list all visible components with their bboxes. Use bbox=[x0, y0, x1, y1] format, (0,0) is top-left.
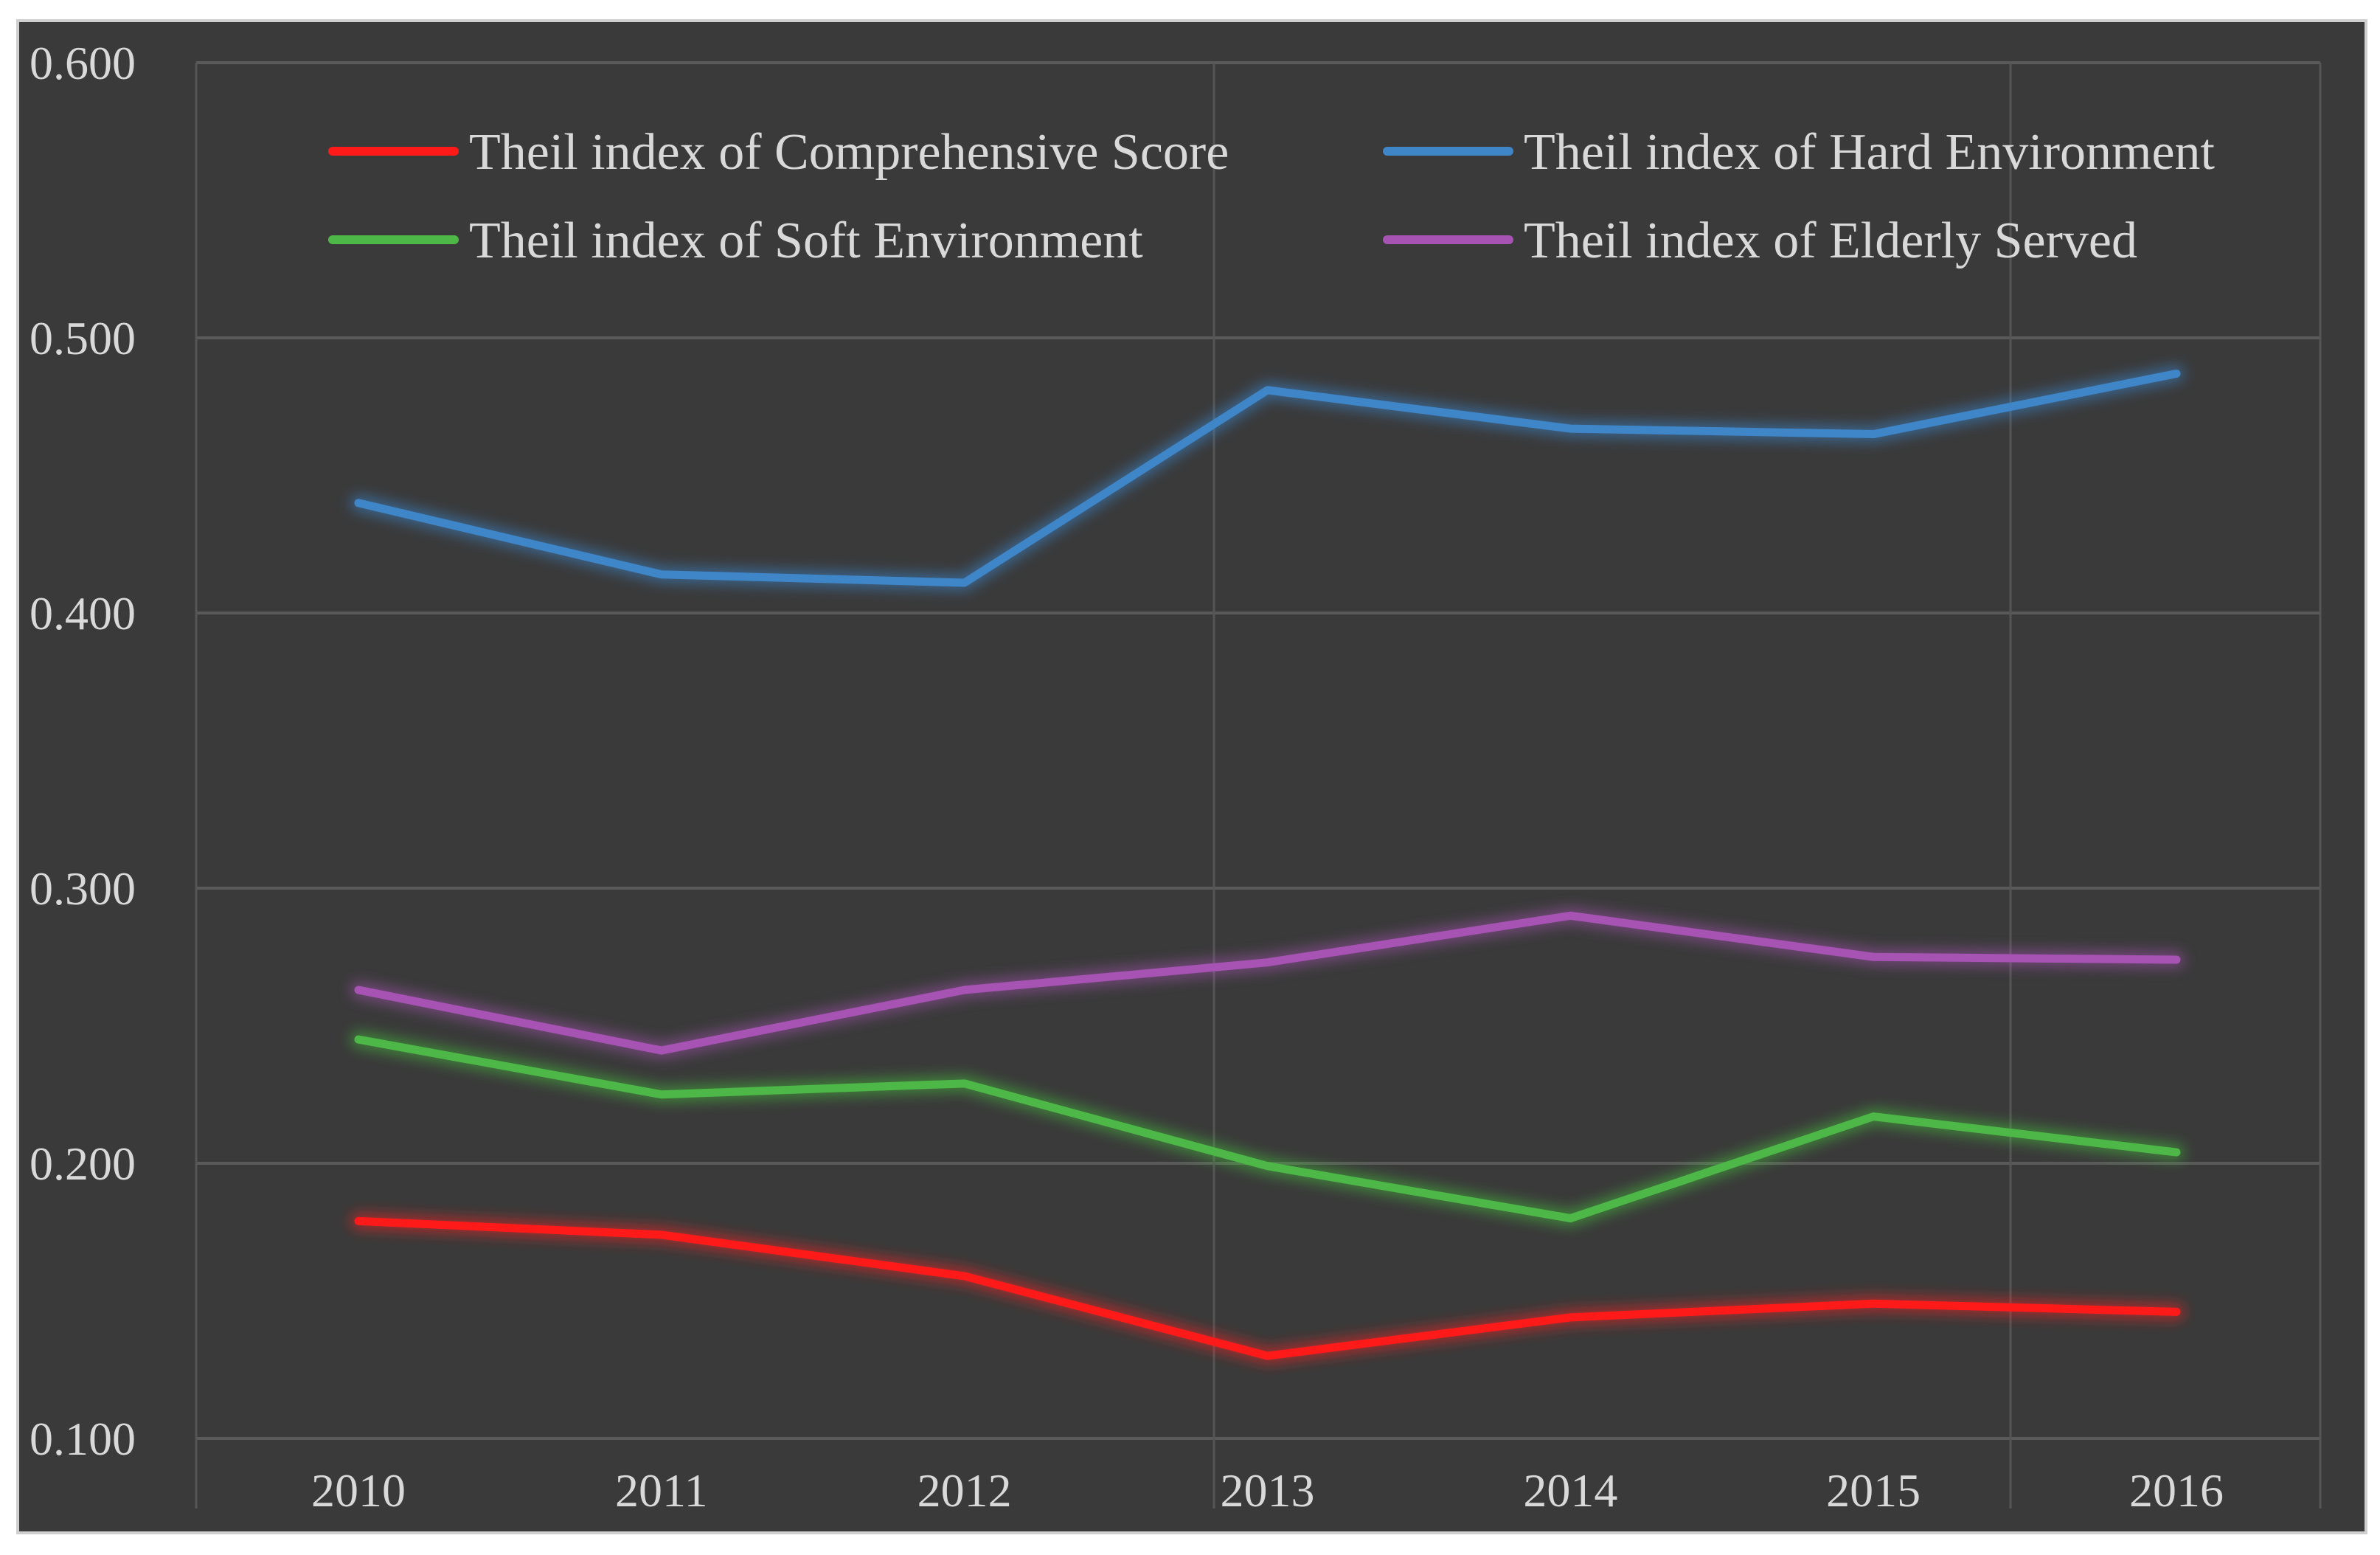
data-point bbox=[358, 1039, 359, 1041]
line-chart: 0.100 0.200 0.300 0.400 0.500 0.600 2010 2011 20… bbox=[30, 37, 2322, 1517]
x-tick-label: 2013 bbox=[1221, 1464, 1315, 1517]
data-point bbox=[660, 573, 662, 575]
data-point bbox=[1266, 961, 1269, 963]
data-point bbox=[963, 989, 965, 991]
data-point bbox=[660, 1093, 662, 1095]
legend-label: Theil index of Elderly Served bbox=[1524, 212, 2137, 269]
data-point bbox=[358, 1220, 359, 1222]
data-point bbox=[2176, 958, 2177, 960]
axes: 0.100 0.200 0.300 0.400 0.500 0.600 2010 2011 20… bbox=[30, 37, 2224, 1517]
data-point bbox=[358, 502, 359, 504]
grid bbox=[195, 61, 2322, 1509]
series-group bbox=[350, 365, 2185, 1365]
data-point bbox=[1569, 1316, 1572, 1318]
data-point bbox=[2176, 373, 2177, 375]
x-tick-label: 2012 bbox=[917, 1464, 1012, 1517]
legend-label: Theil index of Hard Environment bbox=[1524, 124, 2216, 181]
legend-label: Theil index of Comprehensive Score bbox=[469, 124, 1229, 181]
y-tick-label: 0.500 bbox=[30, 312, 136, 364]
series-glow bbox=[350, 907, 2185, 1059]
data-point bbox=[1569, 428, 1572, 430]
y-tick-label: 0.100 bbox=[30, 1413, 136, 1465]
y-tick-label: 0.600 bbox=[30, 37, 136, 89]
data-point bbox=[963, 581, 965, 583]
y-tick-label: 0.200 bbox=[30, 1137, 136, 1190]
x-tick-label: 2010 bbox=[311, 1464, 406, 1517]
chart-frame: 0.100 0.200 0.300 0.400 0.500 0.600 2010 2011 20… bbox=[16, 19, 2367, 1534]
data-point bbox=[1569, 915, 1572, 917]
data-point bbox=[2176, 1151, 2177, 1154]
data-point bbox=[1266, 1355, 1269, 1357]
data-point bbox=[1266, 389, 1269, 391]
series-line bbox=[354, 369, 2181, 587]
series-line bbox=[354, 911, 2181, 1055]
x-tick-label: 2016 bbox=[2129, 1464, 2224, 1517]
data-point bbox=[1569, 1217, 1572, 1219]
data-point bbox=[1873, 1303, 1875, 1305]
data-point bbox=[660, 1233, 662, 1236]
data-point bbox=[1873, 433, 1875, 435]
data-point bbox=[2176, 1311, 2177, 1313]
legend-label: Theil index of Soft Environment bbox=[469, 212, 1143, 269]
series-glow bbox=[350, 365, 2185, 591]
data-point bbox=[660, 1050, 662, 1052]
y-tick-label: 0.300 bbox=[30, 862, 136, 915]
x-tick-label: 2011 bbox=[615, 1464, 708, 1517]
x-tick-label: 2015 bbox=[1826, 1464, 1921, 1517]
series-line bbox=[354, 1035, 2181, 1223]
data-point bbox=[358, 989, 359, 991]
data-point bbox=[963, 1082, 965, 1084]
data-point bbox=[1873, 1115, 1875, 1118]
series-glow bbox=[350, 1213, 2185, 1365]
y-tick-label: 0.400 bbox=[30, 587, 136, 640]
data-point bbox=[1873, 956, 1875, 958]
data-point bbox=[963, 1275, 965, 1277]
x-tick-label: 2014 bbox=[1523, 1464, 1617, 1517]
series-glow bbox=[350, 1031, 2185, 1227]
data-point bbox=[1266, 1165, 1269, 1167]
legend: Theil index of Comprehensive Score Theil … bbox=[328, 124, 2216, 269]
